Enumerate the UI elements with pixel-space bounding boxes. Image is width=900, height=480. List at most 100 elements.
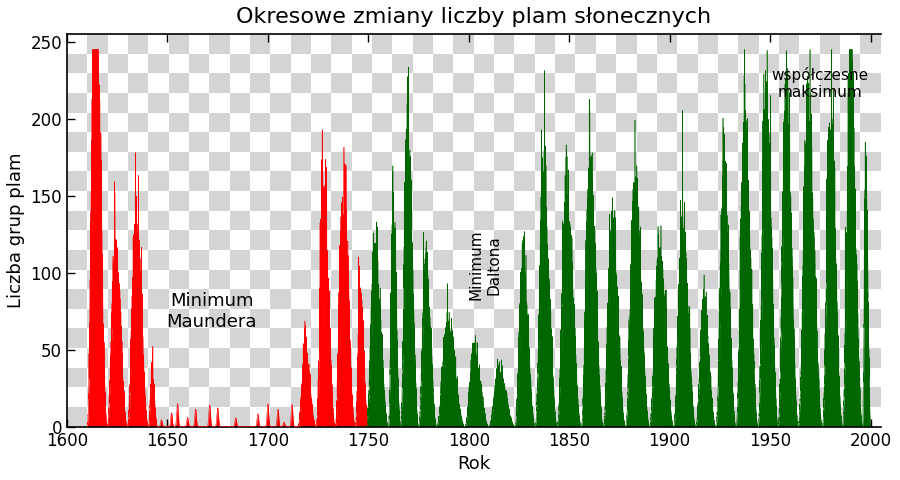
Bar	[738, 191, 759, 211]
Bar	[799, 387, 820, 407]
Bar	[616, 289, 636, 309]
Bar	[392, 289, 413, 309]
Bar	[372, 73, 392, 93]
Bar	[759, 250, 778, 270]
Bar	[352, 289, 372, 309]
Bar	[840, 230, 860, 250]
Bar	[352, 171, 372, 191]
Bar	[250, 171, 270, 191]
Bar	[291, 93, 311, 113]
Bar	[392, 34, 413, 54]
Bar	[616, 132, 636, 152]
Bar	[67, 289, 87, 309]
Bar	[210, 309, 230, 328]
Bar	[860, 34, 880, 54]
Bar	[596, 152, 617, 171]
Bar	[210, 113, 230, 132]
Bar	[636, 368, 657, 387]
Bar	[189, 113, 210, 132]
Bar	[778, 54, 799, 73]
Bar	[698, 328, 718, 348]
Bar	[67, 191, 87, 211]
Bar	[840, 328, 860, 348]
Bar	[433, 93, 454, 113]
Bar	[87, 270, 108, 289]
Bar	[657, 54, 677, 73]
Bar	[738, 348, 759, 368]
Bar	[494, 250, 515, 270]
Bar	[555, 309, 575, 328]
Bar	[596, 230, 617, 250]
Bar	[372, 93, 392, 113]
Bar	[759, 152, 778, 171]
Bar	[473, 250, 494, 270]
Bar	[596, 73, 617, 93]
Bar	[372, 113, 392, 132]
Bar	[454, 34, 473, 54]
Bar	[759, 328, 778, 348]
Bar	[108, 34, 128, 54]
Bar	[718, 113, 738, 132]
Bar	[331, 270, 352, 289]
Bar	[860, 387, 880, 407]
Bar	[616, 328, 636, 348]
Bar	[270, 211, 291, 230]
Bar	[189, 93, 210, 113]
Bar	[331, 368, 352, 387]
Bar	[575, 152, 596, 171]
Bar	[352, 113, 372, 132]
Bar	[270, 348, 291, 368]
Bar	[250, 113, 270, 132]
Bar	[575, 289, 596, 309]
Bar	[820, 191, 840, 211]
Bar	[820, 368, 840, 387]
Bar	[189, 368, 210, 387]
Bar	[67, 132, 87, 152]
Bar	[778, 328, 799, 348]
Bar	[433, 73, 454, 93]
Bar	[738, 230, 759, 250]
Bar	[168, 289, 189, 309]
Bar	[860, 73, 880, 93]
Bar	[250, 211, 270, 230]
Bar	[759, 171, 778, 191]
Bar	[270, 387, 291, 407]
Bar	[270, 230, 291, 250]
Bar	[555, 289, 575, 309]
Bar	[87, 54, 108, 73]
Bar	[392, 93, 413, 113]
Bar	[820, 328, 840, 348]
Bar	[555, 54, 575, 73]
Bar	[820, 289, 840, 309]
Bar	[738, 289, 759, 309]
Bar	[860, 230, 880, 250]
Bar	[210, 93, 230, 113]
Bar	[454, 289, 473, 309]
Bar	[636, 230, 657, 250]
Bar	[738, 407, 759, 427]
Bar	[575, 34, 596, 54]
Bar	[677, 152, 698, 171]
Bar	[657, 407, 677, 427]
Bar	[454, 132, 473, 152]
Bar	[311, 270, 331, 289]
Bar	[433, 152, 454, 171]
Bar	[128, 34, 148, 54]
Bar	[413, 230, 433, 250]
Bar	[778, 152, 799, 171]
Bar	[718, 328, 738, 348]
Bar	[698, 93, 718, 113]
Bar	[575, 407, 596, 427]
Bar	[413, 191, 433, 211]
Bar	[392, 152, 413, 171]
Bar	[596, 309, 617, 328]
Bar	[840, 171, 860, 191]
Bar	[799, 270, 820, 289]
Bar	[657, 152, 677, 171]
Bar	[820, 171, 840, 191]
Bar	[128, 191, 148, 211]
Bar	[473, 348, 494, 368]
Bar	[718, 250, 738, 270]
Bar	[738, 387, 759, 407]
Bar	[270, 309, 291, 328]
